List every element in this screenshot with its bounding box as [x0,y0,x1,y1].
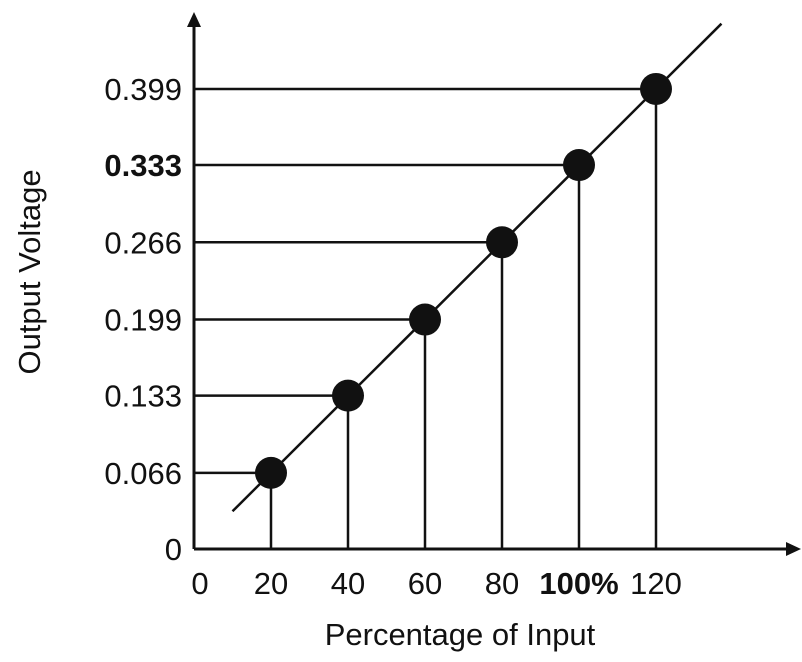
y-axis-arrow [187,12,201,27]
x-tick-label-2: 20 [254,566,288,601]
data-points [255,72,672,489]
data-point-3 [409,303,441,336]
data-point-1 [255,456,287,489]
y-axis-title: Output Voltage [12,169,47,374]
trend-line [231,22,723,513]
y-tick-label-7: 0.399 [104,72,182,107]
y-tick-label-2: 0.066 [104,456,182,491]
data-point-6 [640,72,672,105]
y-tick-label-6: 0.333 [104,148,182,183]
x-tick-label-7: 120 [630,566,682,601]
guide-lines [194,87,658,549]
y-tick-label-3: 0.133 [104,379,182,414]
y-tick-label-5: 0.266 [104,225,182,260]
x-axis-arrow [786,542,801,556]
x-tick-labels: 0 20 40 60 80 100% 120 [191,566,681,601]
x-tick-label-4: 60 [408,566,442,601]
y-tick-label-4: 0.199 [104,303,182,338]
y-tick-label-1: 0 [165,532,182,567]
x-axis-title: Percentage of Input [325,617,596,652]
x-tick-label-3: 40 [331,566,365,601]
x-tick-label-5: 80 [485,566,519,601]
data-point-2 [332,379,364,412]
axes [187,12,801,556]
trend-line-group [231,22,723,513]
data-point-4 [486,226,518,259]
y-tick-labels: 0 0.066 0.133 0.199 0.266 0.333 0.399 [104,72,182,567]
x-tick-label-6: 100% [539,566,618,601]
data-point-5 [563,149,595,182]
x-tick-label-1: 0 [191,566,208,601]
